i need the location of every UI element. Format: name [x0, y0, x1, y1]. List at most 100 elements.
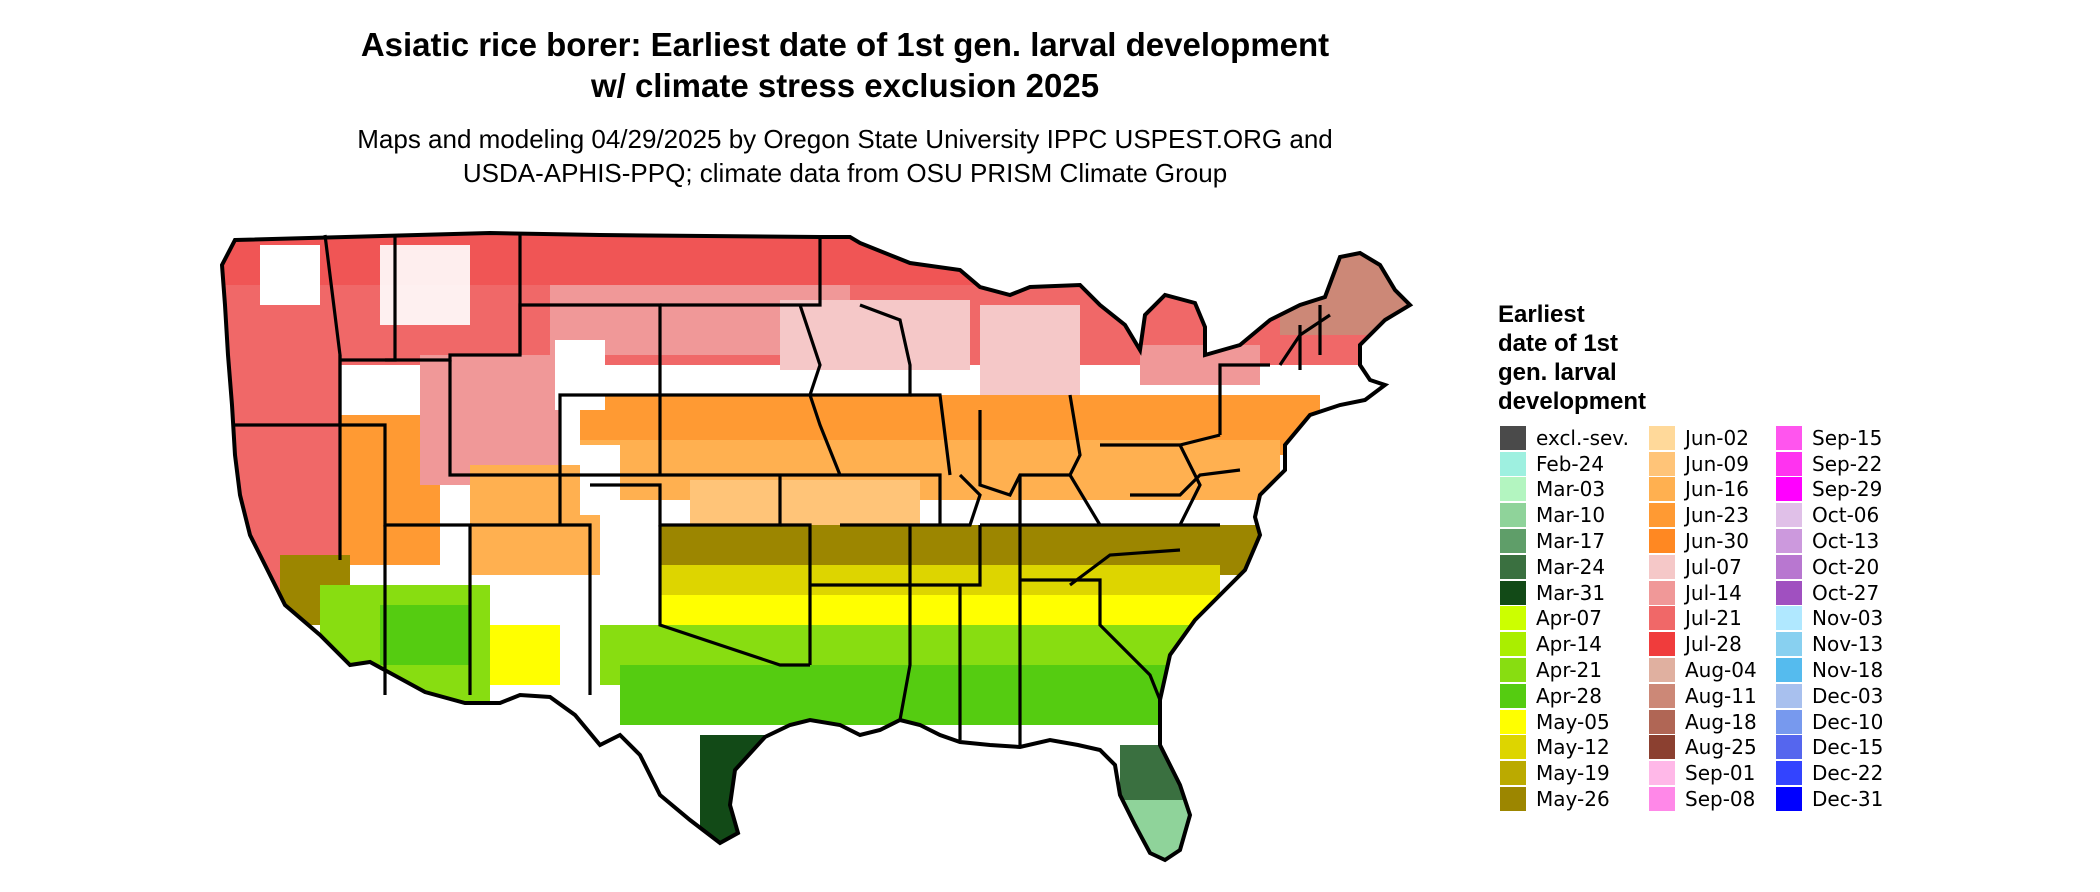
legend-label: Aug-04 — [1685, 658, 1757, 683]
legend-item: Mar-17 — [1500, 528, 1629, 554]
legend-swatch — [1776, 477, 1802, 502]
legend-label: Feb-24 — [1536, 451, 1605, 476]
legend-swatch — [1649, 503, 1675, 528]
legend-item: Oct-13 — [1776, 528, 1883, 554]
legend-swatch — [1649, 709, 1675, 734]
legend-label: Apr-07 — [1536, 606, 1602, 631]
legend-item: Aug-04 — [1649, 657, 1757, 683]
legend-swatch — [1500, 761, 1526, 786]
legend-item: Jul-28 — [1649, 631, 1757, 657]
legend-label: Nov-03 — [1812, 606, 1884, 631]
legend-label: Jun-30 — [1685, 529, 1749, 554]
legend-label: Mar-17 — [1536, 529, 1606, 554]
map-title-line2: w/ climate stress exclusion 2025 — [590, 67, 1100, 104]
legend-item: Jun-16 — [1649, 477, 1757, 503]
legend-swatch — [1500, 451, 1526, 476]
legend-swatch — [1649, 451, 1675, 476]
legend-item: Dec-03 — [1776, 683, 1883, 709]
legend-item: Aug-11 — [1649, 683, 1757, 709]
legend-item: Mar-31 — [1500, 580, 1629, 606]
legend-label: May-26 — [1536, 787, 1610, 812]
legend-swatch — [1500, 709, 1526, 734]
legend-swatch — [1776, 709, 1802, 734]
legend-item: Dec-10 — [1776, 709, 1883, 735]
legend-label: Dec-03 — [1812, 683, 1884, 708]
state-borders — [235, 234, 1331, 745]
legend-swatch — [1500, 683, 1526, 708]
legend-column-3: Sep-15 Sep-22 Sep-29 Oct-06 Oct-13 Oct-20 Oct-… — [1776, 425, 1883, 812]
legend-label: Jun-16 — [1685, 477, 1749, 502]
map-title-line1: Asiatic rice borer: Earliest date of 1st… — [360, 26, 1330, 63]
legend-swatch — [1500, 632, 1526, 657]
legend-item: Nov-18 — [1776, 657, 1883, 683]
legend-swatch — [1500, 735, 1526, 760]
legend-item: Jul-14 — [1649, 580, 1757, 606]
legend-item: Jul-21 — [1649, 606, 1757, 632]
legend-label: Dec-10 — [1812, 709, 1884, 734]
legend-swatch — [1500, 658, 1526, 683]
legend-label: Mar-24 — [1536, 554, 1606, 579]
legend-label: Jun-02 — [1685, 425, 1749, 450]
legend-swatch — [1776, 658, 1802, 683]
legend-item: Nov-03 — [1776, 606, 1883, 632]
legend-item: Nov-13 — [1776, 631, 1883, 657]
map-subtitle-line2: USDA-APHIS-PPQ; climate data from OSU PR… — [462, 158, 1228, 188]
legend-item: Aug-25 — [1649, 735, 1757, 761]
legend-label: Jun-09 — [1685, 451, 1749, 476]
legend-swatch — [1649, 683, 1675, 708]
legend-item: Jul-07 — [1649, 554, 1757, 580]
legend-item: Sep-01 — [1649, 760, 1757, 786]
legend-swatch — [1776, 735, 1802, 760]
legend-label: May-12 — [1536, 735, 1610, 760]
legend-swatch — [1500, 529, 1526, 554]
legend-label: Oct-13 — [1812, 529, 1880, 554]
legend-label: Dec-15 — [1812, 735, 1884, 760]
legend-label: Sep-01 — [1685, 761, 1756, 786]
legend-label: Apr-14 — [1536, 632, 1602, 657]
legend-label: Aug-11 — [1685, 683, 1757, 708]
legend-label: Dec-31 — [1812, 787, 1884, 812]
legend-label: Mar-10 — [1536, 503, 1606, 528]
legend-label: excl.-sev. — [1536, 425, 1629, 450]
legend-swatch — [1500, 580, 1526, 605]
legend-swatch — [1649, 580, 1675, 605]
legend-label: Sep-08 — [1685, 787, 1756, 812]
legend-item: Oct-20 — [1776, 554, 1883, 580]
legend-item: Mar-10 — [1500, 502, 1629, 528]
legend-swatch — [1500, 503, 1526, 528]
legend-swatch — [1776, 683, 1802, 708]
legend-item: excl.-sev. — [1500, 425, 1629, 451]
legend-label: Apr-21 — [1536, 658, 1602, 683]
legend-swatch — [1649, 529, 1675, 554]
legend-label: Jul-14 — [1685, 580, 1742, 605]
legend-item: Sep-22 — [1776, 451, 1883, 477]
legend-swatch — [1776, 580, 1802, 605]
legend-title-line: gen. larval — [1498, 359, 1617, 386]
legend-item: Apr-21 — [1500, 657, 1629, 683]
legend-label: Jul-07 — [1685, 554, 1742, 579]
legend-label: Jun-23 — [1685, 503, 1749, 528]
legend-item: Sep-29 — [1776, 477, 1883, 503]
legend-item: Apr-07 — [1500, 606, 1629, 632]
legend-swatch — [1776, 554, 1802, 579]
legend-item: Jun-30 — [1649, 528, 1757, 554]
legend-swatch — [1649, 658, 1675, 683]
legend-swatch — [1649, 554, 1675, 579]
legend-swatch — [1649, 735, 1675, 760]
legend-column-1: excl.-sev. Feb-24 Mar-03 Mar-10 Mar-17 Mar-24… — [1500, 425, 1629, 812]
legend-item: Sep-08 — [1649, 786, 1757, 812]
legend-label: Sep-29 — [1812, 477, 1883, 502]
legend-swatch — [1776, 761, 1802, 786]
legend-item: May-19 — [1500, 760, 1629, 786]
legend-item: Oct-27 — [1776, 580, 1883, 606]
legend-label: Jul-28 — [1685, 632, 1742, 657]
legend-item: Feb-24 — [1500, 451, 1629, 477]
legend-swatch — [1649, 477, 1675, 502]
legend-swatch — [1776, 451, 1802, 476]
legend-swatch — [1776, 632, 1802, 657]
legend-label: May-05 — [1536, 709, 1610, 734]
legend-item: Mar-24 — [1500, 554, 1629, 580]
legend-label: Nov-13 — [1812, 632, 1884, 657]
legend-label: Aug-18 — [1685, 709, 1757, 734]
legend-swatch — [1500, 477, 1526, 502]
